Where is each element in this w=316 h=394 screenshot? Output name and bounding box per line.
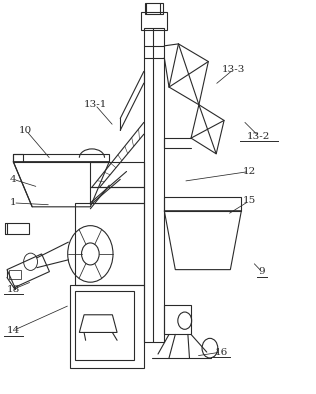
Text: 13-3: 13-3 — [222, 65, 245, 74]
Bar — [90, 162, 144, 187]
Text: 4: 4 — [10, 175, 17, 184]
Bar — [164, 197, 241, 211]
Bar — [9, 269, 21, 279]
Bar — [141, 13, 167, 30]
Bar — [145, 3, 163, 14]
Text: 15: 15 — [243, 197, 256, 205]
Bar — [144, 28, 164, 342]
Text: 18: 18 — [7, 285, 20, 294]
Bar — [90, 187, 144, 203]
Text: 10: 10 — [19, 126, 33, 135]
Bar — [75, 291, 134, 360]
Text: 1: 1 — [10, 199, 17, 207]
Text: 13-1: 13-1 — [83, 100, 107, 109]
Text: 12: 12 — [243, 167, 256, 176]
Text: 14: 14 — [7, 326, 20, 335]
Bar — [164, 305, 191, 335]
Bar — [70, 285, 144, 368]
Bar — [75, 203, 144, 285]
Text: 16: 16 — [214, 348, 228, 357]
Text: 9: 9 — [258, 267, 265, 276]
Text: 13-2: 13-2 — [247, 132, 270, 141]
